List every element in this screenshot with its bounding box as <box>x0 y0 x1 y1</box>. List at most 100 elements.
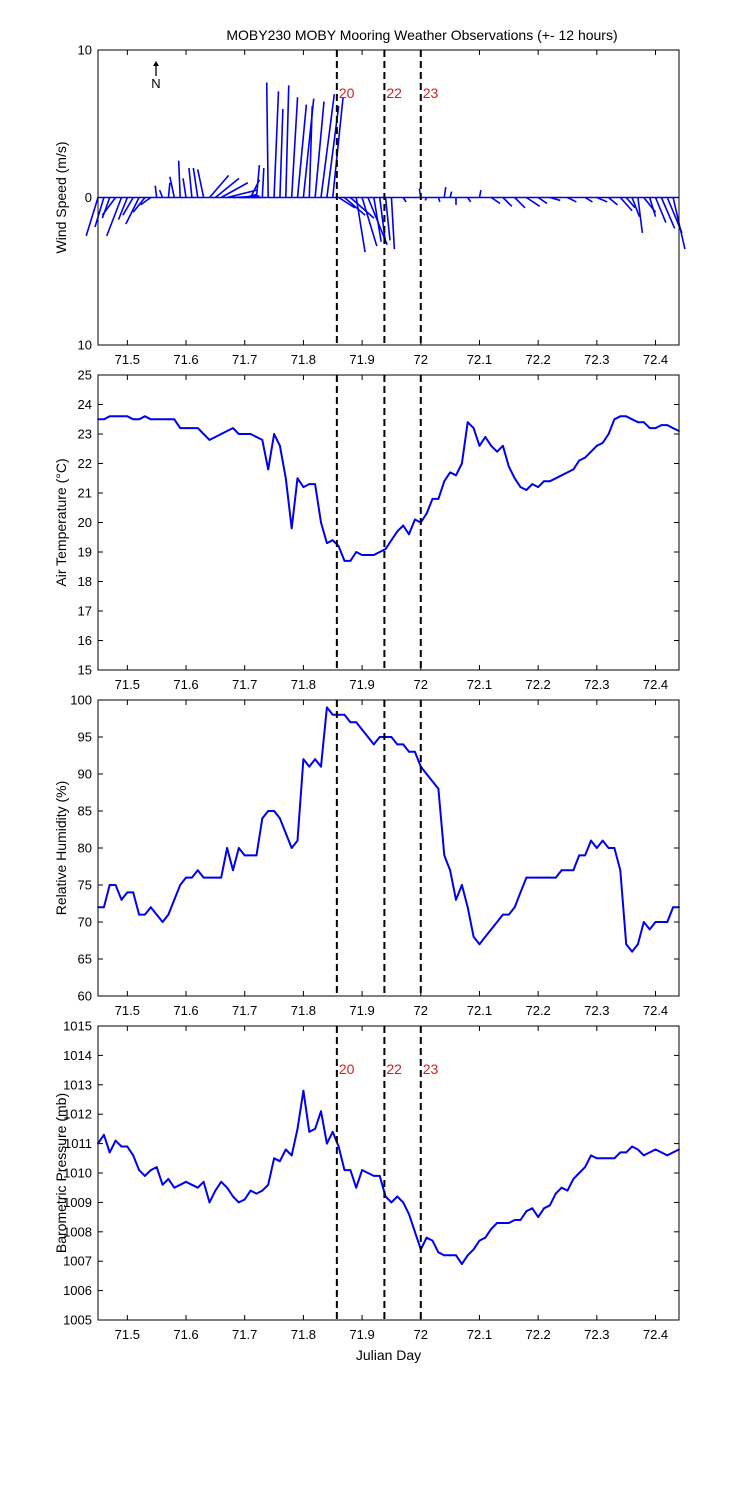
data-point <box>431 498 434 500</box>
data-point <box>543 1207 545 1210</box>
data-point <box>331 1130 334 1133</box>
x-tick-label: 71.5 <box>115 1327 140 1342</box>
data-point <box>144 415 146 418</box>
x-tick-label: 72.4 <box>643 1003 668 1018</box>
data-point <box>372 743 375 746</box>
wind-vector <box>188 167 193 198</box>
data-point <box>308 765 311 768</box>
data-point <box>502 913 504 916</box>
data-point <box>279 444 281 447</box>
x-tick-label: 72.4 <box>643 352 668 367</box>
y-axis-label: Wind Speed (m/s) <box>53 141 69 253</box>
data-point <box>202 1180 205 1183</box>
data-point <box>320 765 322 768</box>
data-point <box>466 421 469 424</box>
wind-vector <box>490 196 501 205</box>
data-point <box>331 539 334 542</box>
data-point <box>654 427 657 429</box>
data-point <box>267 1183 270 1186</box>
data-point <box>601 1157 604 1160</box>
data-point <box>490 1227 493 1230</box>
data-point <box>625 415 628 418</box>
data-point <box>237 847 240 849</box>
data-point <box>619 1151 622 1154</box>
wind-vector <box>226 189 257 199</box>
data-point <box>367 1172 369 1174</box>
wind-vector <box>584 196 593 203</box>
data-point <box>472 427 475 429</box>
data-point <box>220 433 223 435</box>
wind-vector <box>255 164 261 198</box>
wind-vector <box>437 197 441 203</box>
x-tick-label: 71.7 <box>232 1003 257 1018</box>
wind-vector <box>390 197 396 250</box>
y-tick-label: 85 <box>78 804 92 819</box>
x-tick-label: 72.3 <box>584 677 609 692</box>
data-point <box>102 1133 105 1136</box>
x-tick-label: 71.6 <box>173 677 198 692</box>
data-point <box>149 906 152 909</box>
wind-vector <box>467 197 472 203</box>
data-point <box>496 921 498 923</box>
data-point <box>513 906 516 909</box>
plot-frame <box>97 1025 680 1321</box>
x-tick-label: 71.6 <box>173 1003 198 1018</box>
wind-vector <box>355 197 366 253</box>
y-tick-label: 1010 <box>63 1166 92 1181</box>
data-point <box>578 854 581 857</box>
data-point <box>267 810 270 812</box>
data-point <box>625 943 628 946</box>
y-tick-label: 1015 <box>63 1019 92 1034</box>
data-point <box>595 1157 598 1160</box>
x-tick-label: 71.9 <box>349 352 374 367</box>
data-point <box>519 1219 522 1221</box>
data-point <box>543 876 545 879</box>
data-point <box>343 713 346 716</box>
y-tick-label: 1005 <box>63 1313 92 1328</box>
x-tick-label: 72.2 <box>525 1003 550 1018</box>
x-tick-label: 72.2 <box>525 677 550 692</box>
data-point <box>208 439 211 441</box>
wind-vector <box>625 196 636 209</box>
data-point <box>314 483 317 486</box>
x-tick-label: 72 <box>414 352 428 367</box>
data-point <box>367 554 369 556</box>
y-tick-label: 1011 <box>64 1136 92 1151</box>
wind-vector <box>478 189 482 198</box>
data-point <box>126 1145 129 1148</box>
data-point <box>637 1148 639 1151</box>
wind-vector <box>648 197 657 217</box>
data-point <box>560 869 563 872</box>
data-point <box>513 477 516 480</box>
data-point <box>519 486 522 488</box>
data-point <box>296 839 299 842</box>
wind-vector <box>167 182 171 198</box>
data-point <box>126 891 129 894</box>
data-point <box>408 750 410 753</box>
data-point <box>619 869 622 872</box>
wind-vector <box>361 197 378 247</box>
data-point <box>226 430 229 432</box>
data-point <box>455 1254 457 1257</box>
y-tick-label: 1014 <box>63 1048 92 1063</box>
data-point <box>255 436 258 438</box>
data-point <box>167 913 170 916</box>
data-point <box>590 450 592 453</box>
data-point <box>337 545 340 547</box>
data-point <box>631 950 633 953</box>
wind-vector <box>660 197 676 229</box>
data-point <box>144 1175 146 1177</box>
wind-vector <box>122 197 134 216</box>
y-axis-label: Barometric Pressure (mb) <box>53 1093 69 1253</box>
data-point <box>590 1154 592 1157</box>
wind-vector <box>514 196 526 209</box>
data-point <box>302 1089 305 1092</box>
data-point <box>208 1201 211 1204</box>
data-point <box>654 1148 657 1151</box>
wind-vector <box>117 197 129 220</box>
data-point <box>607 847 610 849</box>
data-point <box>108 415 111 418</box>
data-point <box>472 935 475 938</box>
data-point <box>460 462 463 465</box>
data-point <box>179 427 182 429</box>
